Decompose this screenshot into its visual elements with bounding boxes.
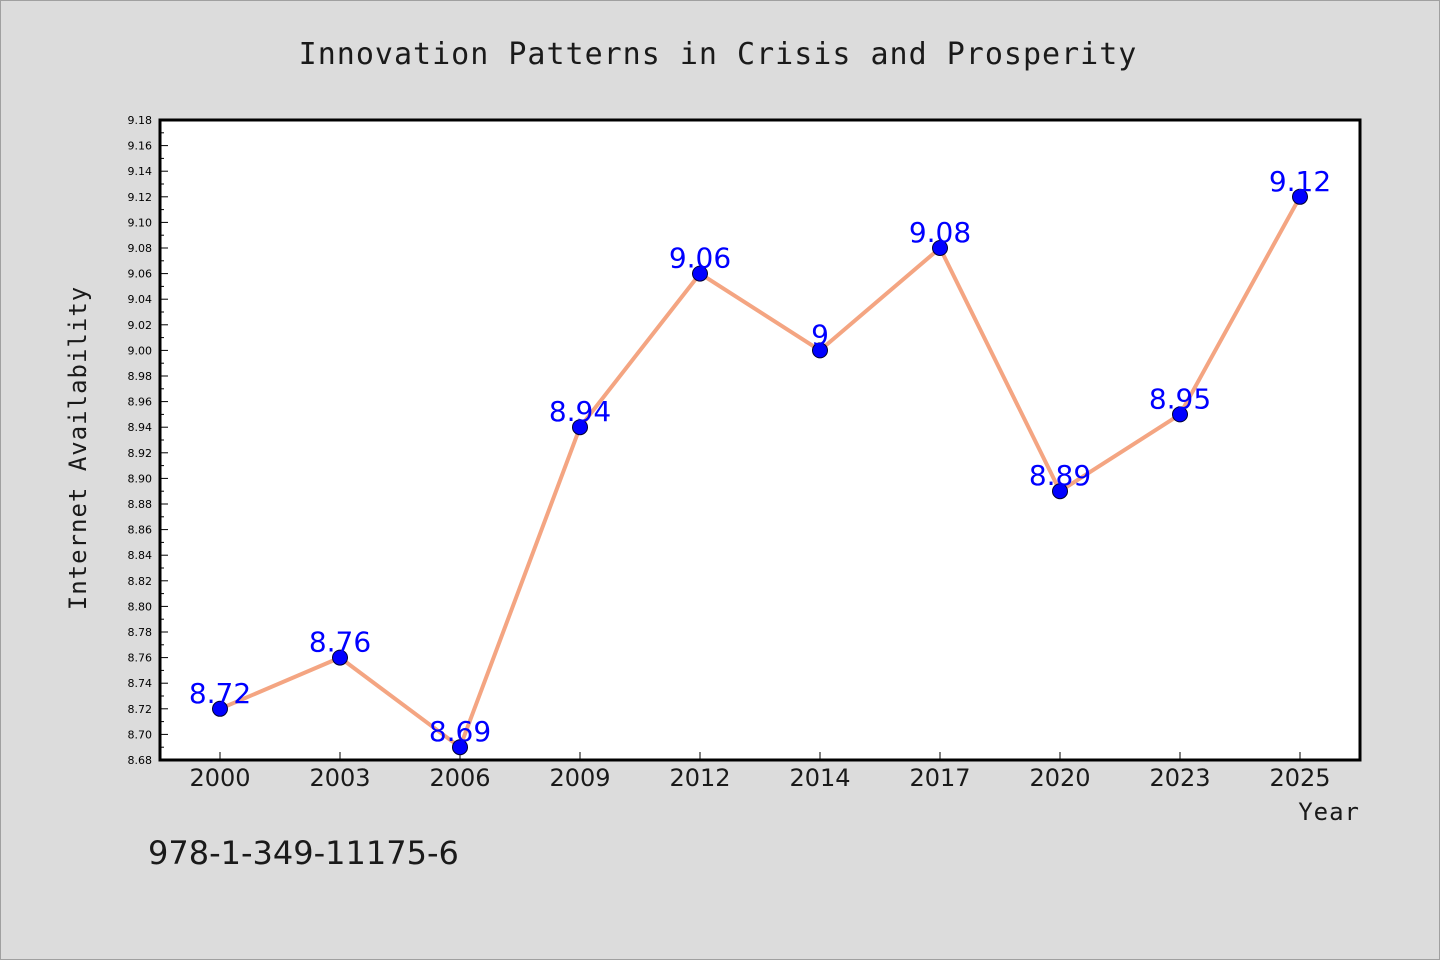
y-tick-label: 8.80	[128, 600, 153, 613]
y-tick-label: 9.18	[128, 114, 153, 127]
y-tick-label: 8.94	[128, 421, 153, 434]
y-tick-label: 8.90	[128, 472, 153, 485]
y-tick-label: 8.70	[128, 728, 153, 741]
y-tick-label: 9.10	[128, 216, 153, 229]
y-tick-label: 9.14	[128, 165, 153, 178]
data-point	[692, 265, 708, 282]
y-axis-label: Internet Availability	[64, 286, 92, 610]
data-label: 8.89	[1029, 459, 1091, 492]
y-tick-label: 9.12	[128, 191, 153, 204]
plot-area	[158, 118, 1362, 762]
data-label: 8.69	[429, 715, 491, 748]
x-tick-label: 2009	[549, 764, 610, 792]
y-tick-label: 8.88	[128, 498, 153, 511]
x-tick-label: 2020	[1029, 764, 1090, 792]
y-tick-label: 9.08	[128, 242, 153, 255]
x-tick-label: 2023	[1149, 764, 1210, 792]
y-tick-label: 9.02	[128, 319, 153, 332]
data-label: 8.94	[549, 395, 611, 428]
data-label: 9	[811, 318, 829, 351]
y-axis: 8.68 8.70 8.72 8.74 8.76 8.78 8.80 8.82 8.84 8.86…	[128, 114, 168, 767]
data-point	[212, 700, 228, 717]
x-tick-label: 2017	[909, 764, 970, 792]
data-labels-group: 8.72 8.76 8.69 8.94 9.06 9 9.08 8.89 8.95 9.12	[189, 165, 1331, 748]
x-axis: 2000 2003 2006 2009 2012 2014 2017 2020 2023 2025	[189, 752, 1331, 792]
data-label: 8.76	[309, 626, 371, 659]
y-tick-label: 9.04	[128, 293, 153, 306]
x-tick-label: 2006	[429, 764, 490, 792]
data-label: 8.95	[1149, 382, 1211, 415]
data-point	[812, 342, 828, 359]
x-tick-label: 2012	[669, 764, 730, 792]
y-tick-label: 8.92	[128, 447, 153, 460]
data-point	[572, 419, 588, 436]
x-tick-label: 2014	[789, 764, 850, 792]
data-point	[332, 649, 348, 666]
data-label: 8.72	[189, 677, 251, 710]
y-tick-label: 9.06	[128, 268, 153, 281]
y-tick-label: 8.82	[128, 575, 153, 588]
y-tick-label: 9.00	[128, 344, 153, 357]
y-tick-label: 8.68	[128, 754, 153, 767]
y-tick-label: 8.76	[128, 652, 153, 665]
series-line	[219, 195, 1302, 750]
data-point	[1292, 188, 1308, 205]
series-group	[212, 188, 1308, 756]
y-tick-label: 8.96	[128, 396, 153, 409]
data-point	[932, 240, 948, 256]
y-tick-label: 8.86	[128, 524, 153, 537]
data-label: 9.08	[909, 216, 971, 249]
x-tick-label: 2003	[309, 764, 370, 792]
data-label: 9.12	[1269, 165, 1331, 198]
data-label: 9.06	[669, 242, 731, 275]
y-tick-label: 8.98	[128, 370, 153, 383]
y-tick-label: 8.78	[128, 626, 153, 639]
x-tick-label: 2025	[1269, 764, 1330, 792]
x-tick-label: 2000	[189, 764, 250, 792]
data-point	[1052, 483, 1068, 500]
y-tick-label: 8.72	[128, 703, 153, 716]
y-tick-label: 9.16	[128, 140, 153, 153]
data-point	[1172, 406, 1188, 423]
y-tick-label: 8.74	[128, 677, 153, 690]
chart-title: Innovation Patterns in Crisis and Prospe…	[299, 37, 1138, 72]
y-tick-label: 8.84	[128, 549, 153, 562]
footnote-isbn: 978-1-349-11175-6	[148, 834, 459, 872]
data-point	[452, 739, 468, 756]
x-axis-label: Year	[1298, 798, 1360, 826]
